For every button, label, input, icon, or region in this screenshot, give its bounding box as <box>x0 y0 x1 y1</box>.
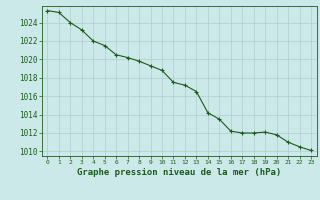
X-axis label: Graphe pression niveau de la mer (hPa): Graphe pression niveau de la mer (hPa) <box>77 168 281 177</box>
